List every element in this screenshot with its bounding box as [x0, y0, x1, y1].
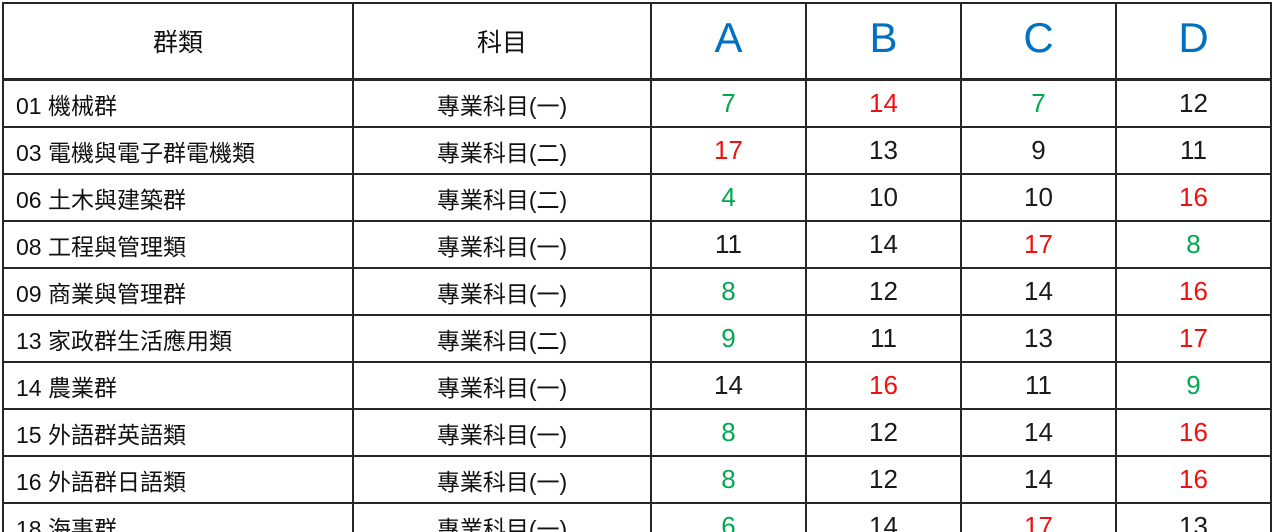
table-row: 03 電機與電子群電機類 專業科目(二) 17 13 9 11 — [2, 126, 1272, 175]
group-cell: 09 商業與管理群 — [2, 267, 354, 316]
group-cell: 15 外語群英語類 — [2, 408, 354, 457]
score-cell: 16 — [1115, 173, 1272, 222]
subject-cell: 專業科目(一) — [352, 267, 652, 316]
group-cell: 16 外語群日語類 — [2, 455, 354, 504]
score-cell: 11 — [1115, 126, 1272, 175]
grade-b-column-header: B — [805, 2, 962, 81]
subject-cell: 專業科目(一) — [352, 502, 652, 532]
score-cell: 12 — [1115, 78, 1272, 128]
score-cell: 13 — [1115, 502, 1272, 532]
grade-d-column-header: D — [1115, 2, 1272, 81]
subject-cell: 專業科目(一) — [352, 455, 652, 504]
subject-cell: 專業科目(二) — [352, 173, 652, 222]
table-row: 14 農業群 專業科目(一) 14 16 11 9 — [2, 361, 1272, 410]
table-row: 15 外語群英語類 專業科目(一) 8 12 14 16 — [2, 408, 1272, 457]
score-cell: 11 — [650, 220, 807, 269]
group-cell: 03 電機與電子群電機類 — [2, 126, 354, 175]
subject-cell: 專業科目(二) — [352, 314, 652, 363]
table-row: 01 機械群 專業科目(一) 7 14 7 12 — [2, 78, 1272, 128]
subject-cell: 專業科目(二) — [352, 126, 652, 175]
score-cell: 9 — [650, 314, 807, 363]
score-cell: 12 — [805, 267, 962, 316]
score-cell: 16 — [805, 361, 962, 410]
group-column-header: 群類 — [2, 2, 354, 81]
group-cell: 08 工程與管理類 — [2, 220, 354, 269]
subject-cell: 專業科目(一) — [352, 78, 652, 128]
score-cell: 10 — [960, 173, 1117, 222]
score-cell: 7 — [960, 78, 1117, 128]
header-row: 群類 科目 A B C D — [2, 2, 1272, 81]
score-cell: 12 — [805, 408, 962, 457]
score-cell: 14 — [960, 267, 1117, 316]
table-row: 08 工程與管理類 專業科目(一) 11 14 17 8 — [2, 220, 1272, 269]
score-cell: 14 — [805, 220, 962, 269]
score-cell: 17 — [1115, 314, 1272, 363]
score-cell: 16 — [1115, 455, 1272, 504]
score-cell: 17 — [650, 126, 807, 175]
score-cell: 14 — [650, 361, 807, 410]
score-cell: 8 — [650, 267, 807, 316]
group-cell: 13 家政群生活應用類 — [2, 314, 354, 363]
score-cell: 10 — [805, 173, 962, 222]
grade-c-column-header: C — [960, 2, 1117, 81]
score-cell: 17 — [960, 502, 1117, 532]
score-cell: 4 — [650, 173, 807, 222]
score-cell: 6 — [650, 502, 807, 532]
score-cell: 14 — [960, 455, 1117, 504]
subject-cell: 專業科目(一) — [352, 220, 652, 269]
group-cell: 18 海事群 — [2, 502, 354, 532]
score-cell: 8 — [1115, 220, 1272, 269]
table-row: 16 外語群日語類 專業科目(一) 8 12 14 16 — [2, 455, 1272, 504]
score-cell: 9 — [960, 126, 1117, 175]
table-row: 18 海事群 專業科目(一) 6 14 17 13 — [2, 502, 1272, 532]
score-cell: 14 — [805, 502, 962, 532]
score-cell: 14 — [805, 78, 962, 128]
grade-a-column-header: A — [650, 2, 807, 81]
score-cell: 12 — [805, 455, 962, 504]
score-cell: 8 — [650, 455, 807, 504]
score-cell: 7 — [650, 78, 807, 128]
group-cell: 14 農業群 — [2, 361, 354, 410]
score-cell: 13 — [805, 126, 962, 175]
subject-cell: 專業科目(一) — [352, 361, 652, 410]
group-cell: 01 機械群 — [2, 78, 354, 128]
score-cell: 14 — [960, 408, 1117, 457]
table-row: 06 土木與建築群 專業科目(二) 4 10 10 16 — [2, 173, 1272, 222]
subject-cell: 專業科目(一) — [352, 408, 652, 457]
subject-column-header: 科目 — [352, 2, 652, 81]
score-cell: 16 — [1115, 267, 1272, 316]
score-cell: 11 — [805, 314, 962, 363]
group-cell: 06 土木與建築群 — [2, 173, 354, 222]
score-cell: 9 — [1115, 361, 1272, 410]
score-cell: 13 — [960, 314, 1117, 363]
score-cell: 16 — [1115, 408, 1272, 457]
score-cell: 17 — [960, 220, 1117, 269]
table-row: 13 家政群生活應用類 專業科目(二) 9 11 13 17 — [2, 314, 1272, 363]
score-cell: 8 — [650, 408, 807, 457]
table-row: 09 商業與管理群 專業科目(一) 8 12 14 16 — [2, 267, 1272, 316]
score-cell: 11 — [960, 361, 1117, 410]
